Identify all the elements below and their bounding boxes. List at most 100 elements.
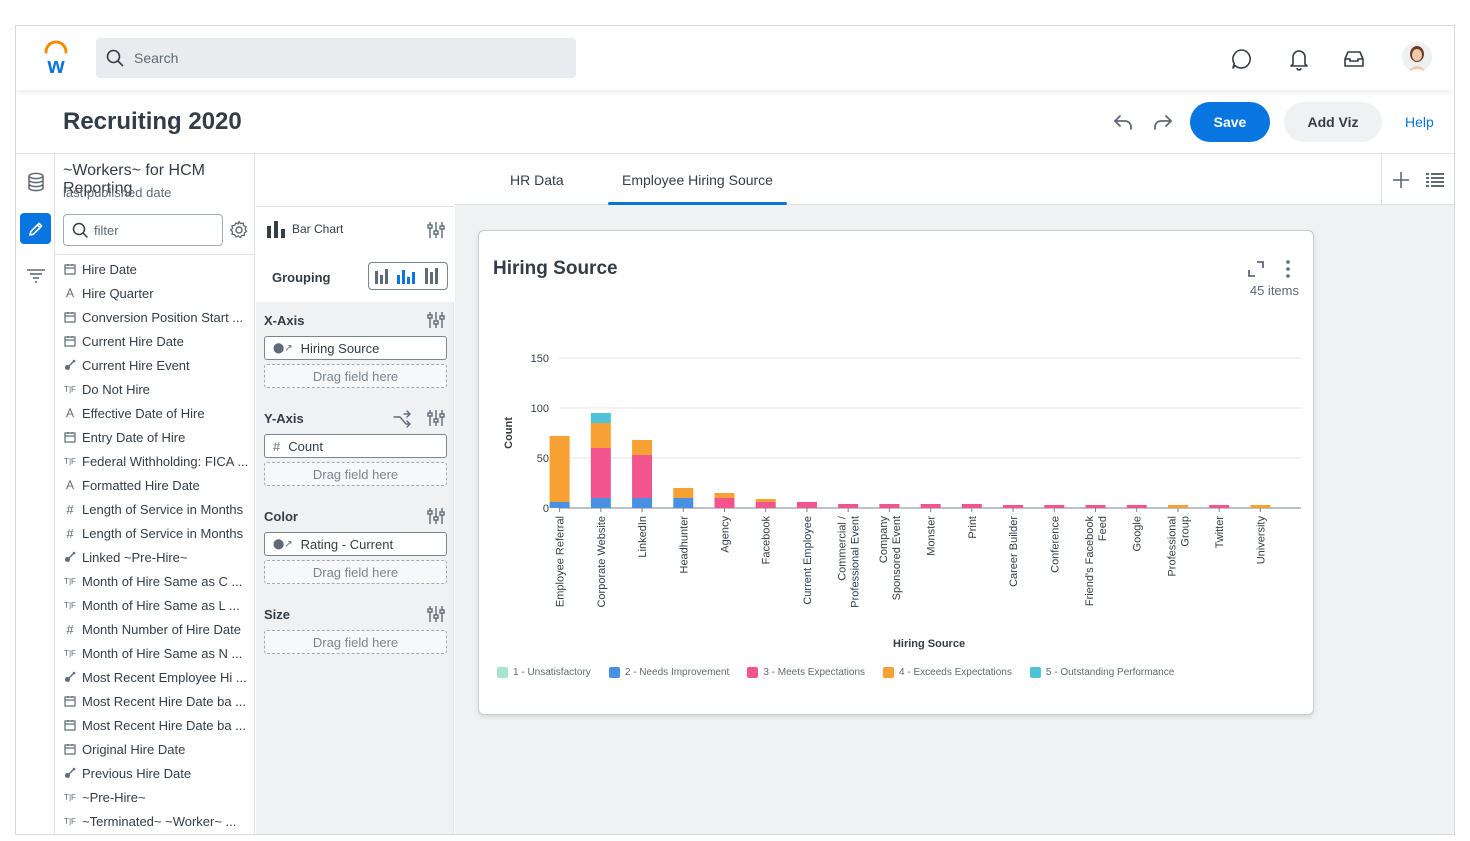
field-item[interactable]: Current Hire Date	[63, 329, 253, 353]
search-bar[interactable]: Search	[96, 38, 576, 78]
x-tick-label: Print	[967, 516, 979, 539]
chart-legend: 1 - Unsatisfactory 2 - Needs Improvement 3…	[497, 667, 1192, 678]
add-tab-icon[interactable]	[1392, 171, 1410, 189]
boolean-icon: T|F	[64, 600, 76, 610]
legend-item[interactable]: 5 - Outstanding Performance	[1029, 667, 1174, 678]
field-item[interactable]: T|F Do Not Hire	[63, 377, 253, 401]
adjustments-icon[interactable]	[426, 220, 446, 240]
y-tick-label: 150	[531, 353, 549, 365]
field-item[interactable]: Most Recent Hire Date ba ...	[63, 713, 253, 737]
field-item[interactable]: Most Recent Employee Hi ...	[63, 665, 253, 689]
legend-label: 3 - Meets Expectations	[763, 667, 866, 678]
y-axis-drop-zone[interactable]: Drag field here	[264, 462, 447, 486]
add-viz-button[interactable]: Add Viz	[1284, 102, 1382, 142]
x-tick-label: Group	[1179, 516, 1191, 547]
settings-gear-icon[interactable]	[229, 220, 249, 240]
grouping-toggle[interactable]	[368, 262, 448, 290]
chat-icon[interactable]	[1229, 46, 1255, 72]
field-item[interactable]: # Month Number of Hire Date	[63, 617, 253, 641]
data-source-subtitle: last published date	[63, 185, 172, 200]
legend-label: 2 - Needs Improvement	[624, 667, 730, 678]
field-item[interactable]: T|F Month of Hire Same as N ...	[63, 641, 253, 665]
bar-segment	[1250, 505, 1271, 508]
y-axis-adjustments-icon[interactable]	[426, 408, 446, 428]
field-item[interactable]: Entry Date of Hire	[63, 425, 253, 449]
tab-employee-hiring-source[interactable]: Employee Hiring Source	[622, 172, 773, 188]
x-axis-adjustments-icon[interactable]	[426, 310, 446, 330]
field-item[interactable]: A Hire Quarter	[63, 281, 253, 305]
help-link[interactable]: Help	[1405, 114, 1434, 130]
boolean-icon: T|F	[64, 816, 76, 826]
size-adjustments-icon[interactable]	[426, 604, 446, 624]
legend-item[interactable]: 1 - Unsatisfactory	[497, 667, 591, 678]
date-icon	[63, 431, 77, 443]
field-label: Current Hire Event	[82, 357, 190, 373]
size-drop-zone[interactable]: Drag field here	[264, 630, 447, 654]
field-label: Hire Date	[82, 261, 137, 277]
x-tick-label-group: Conference	[1049, 516, 1061, 573]
tab-hr-data[interactable]: HR Data	[510, 172, 564, 188]
title-row: Recruiting 2020 Save Add Viz Help	[16, 90, 1454, 154]
boolean-icon: T|F	[64, 792, 76, 802]
inbox-icon[interactable]	[1341, 46, 1367, 72]
redo-icon[interactable]	[1151, 110, 1175, 134]
field-item[interactable]: T|F Month of Hire Same as C ...	[63, 569, 253, 593]
color-field: Rating - Current	[300, 536, 394, 552]
x-tick-label: Feed	[1097, 516, 1109, 541]
bar-segment	[632, 455, 653, 498]
field-item[interactable]: Linked ~Pre-Hire~	[63, 545, 253, 569]
bar-segment	[590, 498, 611, 508]
more-options-icon[interactable]	[1281, 259, 1295, 279]
expand-icon[interactable]	[1247, 260, 1265, 278]
x-tick-label: Google	[1132, 516, 1144, 551]
user-avatar[interactable]	[1402, 42, 1432, 72]
bar-segment	[714, 493, 735, 498]
field-item[interactable]: Most Recent Hire Date ba ...	[63, 689, 253, 713]
color-field-pill[interactable]: ⬤↗ Rating - Current	[264, 532, 447, 556]
bar-segment	[961, 504, 982, 508]
field-item[interactable]: T|F ~Terminated~ ~Worker~ ...	[63, 809, 253, 833]
date-icon	[63, 719, 77, 731]
field-item[interactable]: Hire Date	[63, 257, 253, 281]
edit-button[interactable]	[20, 213, 51, 244]
x-axis-label: X-Axis	[264, 313, 305, 328]
field-item[interactable]: T|F ~Pre-Hire~	[63, 785, 253, 809]
x-tick-label-group: Current Employee	[802, 516, 814, 605]
color-drop-zone[interactable]: Drag field here	[264, 560, 447, 584]
legend-item[interactable]: 3 - Meets Expectations	[747, 667, 865, 678]
workday-logo[interactable]: w	[40, 40, 72, 76]
notifications-bell-icon[interactable]	[1286, 46, 1312, 72]
bar-segment	[673, 488, 694, 498]
field-item[interactable]: A Formatted Hire Date	[63, 473, 253, 497]
x-axis-drop-zone[interactable]: Drag field here	[264, 364, 447, 388]
color-adjustments-icon[interactable]	[426, 506, 446, 526]
x-axis-field-pill[interactable]: ⬤↗ Hiring Source	[264, 336, 447, 360]
filter-button[interactable]	[20, 260, 51, 291]
field-item[interactable]: Original Hire Date	[63, 737, 253, 761]
field-item[interactable]: # Length of Service in Months	[63, 521, 253, 545]
y-axis-field-pill[interactable]: # Count	[264, 434, 447, 458]
legend-label: 4 - Exceeds Expectations	[899, 667, 1012, 678]
filter-lines-icon	[26, 268, 45, 283]
swap-axes-icon[interactable]	[392, 409, 412, 429]
field-filter-input[interactable]: filter	[63, 214, 223, 246]
list-icon[interactable]	[1426, 172, 1444, 188]
legend-item[interactable]: 4 - Exceeds Expectations	[883, 667, 1012, 678]
field-item[interactable]: T|F Month of Hire Same as L ...	[63, 593, 253, 617]
field-label: Most Recent Hire Date ba ...	[82, 717, 247, 733]
save-button[interactable]: Save	[1190, 102, 1270, 142]
field-label: Original Hire Date	[82, 741, 186, 757]
field-item[interactable]: # Length of Service in Months	[63, 497, 253, 521]
undo-icon[interactable]	[1111, 110, 1135, 134]
text-icon: A	[65, 286, 74, 300]
field-item[interactable]: A Effective Date of Hire	[63, 401, 253, 425]
legend-item[interactable]: 2 - Needs Improvement	[608, 667, 730, 678]
field-item[interactable]: Conversion Position Start ...	[63, 305, 253, 329]
field-item[interactable]: Previous Hire Date	[63, 761, 253, 785]
x-tick-label-group: Google	[1132, 516, 1144, 551]
field-item[interactable]: T|F Federal Withholding: FICA ...	[63, 449, 253, 473]
data-source-button[interactable]	[20, 166, 51, 197]
field-item[interactable]: Current Hire Event	[63, 353, 253, 377]
field-label: Month of Hire Same as N ...	[82, 645, 243, 661]
chart-type-selector[interactable]: Bar Chart	[266, 220, 343, 238]
